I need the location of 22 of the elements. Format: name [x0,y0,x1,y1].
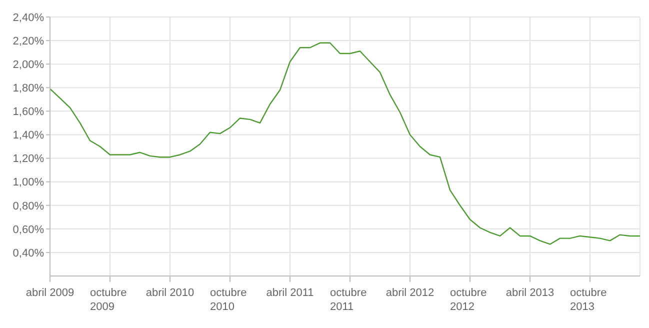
x-tick-label: octubre 2009 [90,287,127,313]
y-tick-label: 0,60% [12,224,44,236]
x-tick-label: octubre 2012 [450,287,487,313]
x-tick-label: abril 2011 [266,287,314,299]
y-tick-label: 2,00% [12,58,44,71]
y-tick-label: 2,20% [12,35,44,48]
y-tick-label: 0,40% [12,247,44,260]
x-tick-label: abril 2009 [26,287,74,299]
y-tick-label: 1,60% [12,106,44,118]
x-tick-label: abril 2010 [146,287,194,299]
x-tick-label: abril 2013 [506,287,554,299]
y-tick-label: 1,80% [12,82,44,95]
y-tick-label: 1,40% [12,130,44,142]
x-tick-label: octubre 2011 [330,287,367,313]
line-series [50,42,640,245]
y-tick-label: 1,00% [12,176,44,189]
y-tick-label: 0,80% [12,200,44,212]
y-tick-label: 1,20% [12,153,44,166]
x-tick-label: abril 2012 [386,287,434,299]
y-tick-label: 2,40% [12,12,44,24]
x-tick-label: octubre 2013 [570,287,607,313]
x-tick-label: octubre 2010 [210,287,247,313]
